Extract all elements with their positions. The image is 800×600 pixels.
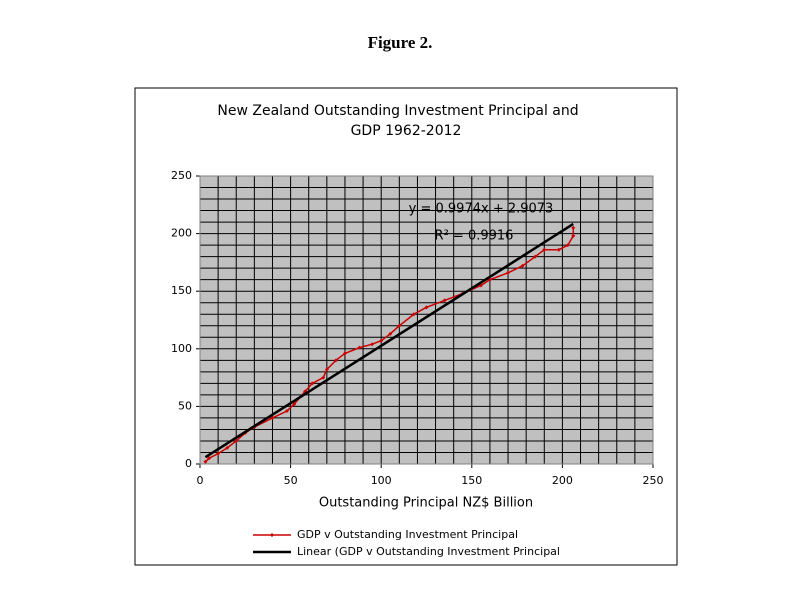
- data-point: [424, 305, 429, 310]
- data-point: [310, 381, 315, 386]
- x-tick-label: 150: [461, 474, 482, 487]
- y-tick-label: 0: [185, 457, 192, 470]
- legend-marker: [270, 533, 274, 537]
- data-point: [284, 409, 289, 414]
- data-point: [203, 459, 208, 464]
- data-point: [357, 345, 362, 350]
- y-tick-label: 150: [171, 284, 192, 297]
- data-point: [571, 225, 576, 230]
- data-point: [520, 263, 525, 268]
- data-point: [234, 438, 239, 443]
- legend-label: GDP v Outstanding Investment Principal: [297, 528, 518, 541]
- figure-heading: Figure 2.: [368, 33, 433, 52]
- data-point: [370, 342, 375, 347]
- data-point: [442, 298, 447, 303]
- x-tick-label: 200: [552, 474, 573, 487]
- data-point: [321, 375, 326, 380]
- data-point: [207, 456, 212, 461]
- data-point: [292, 402, 297, 407]
- data-point: [342, 351, 347, 356]
- x-tick-label: 100: [371, 474, 392, 487]
- data-point: [388, 331, 393, 336]
- y-tick-label: 50: [178, 399, 192, 412]
- data-point: [542, 247, 547, 252]
- trendline: [204, 222, 574, 459]
- x-tick-label: 50: [284, 474, 298, 487]
- data-point: [571, 233, 576, 238]
- trendline-r-squared: R² = 0.9916: [435, 229, 514, 244]
- y-tick-label: 250: [171, 169, 192, 182]
- legend-label: Linear (GDP v Outstanding Investment Pri…: [297, 545, 560, 558]
- data-point: [556, 247, 561, 252]
- x-axis-label: Outstanding Principal NZ$ Billion: [319, 496, 533, 511]
- data-point: [225, 445, 230, 450]
- x-tick-label: 250: [643, 474, 664, 487]
- chart-title: New Zealand Outstanding Investment Princ…: [217, 103, 578, 119]
- plot-border: [199, 175, 654, 465]
- data-point: [565, 243, 570, 248]
- data-point: [506, 270, 511, 275]
- data-point: [397, 323, 402, 328]
- data-point: [379, 338, 384, 343]
- y-tick-label: 200: [171, 227, 192, 240]
- trendline-equation: y = 0.9974x + 2.9073: [409, 202, 554, 217]
- chart-title: GDP 1962-2012: [351, 123, 462, 139]
- y-tick-label: 100: [171, 342, 192, 355]
- data-point: [324, 367, 329, 372]
- data-point: [216, 451, 221, 456]
- data-point: [411, 312, 416, 317]
- data-point: [333, 358, 338, 363]
- data-point: [533, 254, 538, 259]
- x-tick-label: 0: [197, 474, 204, 487]
- data-point: [270, 415, 275, 420]
